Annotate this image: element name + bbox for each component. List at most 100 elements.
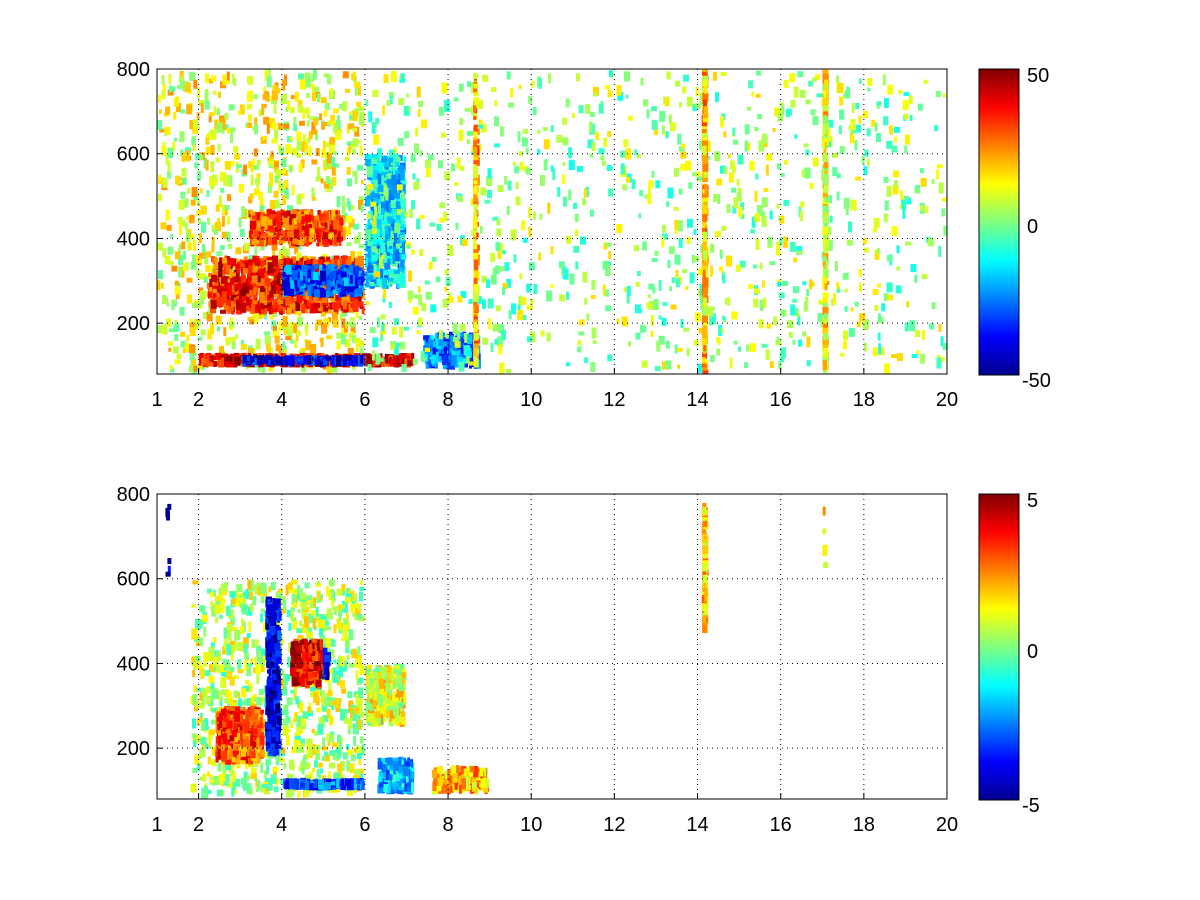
heatmap-cell — [269, 200, 276, 210]
heatmap-cell — [568, 160, 575, 171]
heatmap-cell — [236, 164, 243, 169]
heatmap-cell — [320, 284, 323, 291]
heatmap-cell — [235, 334, 239, 339]
heatmap-cell — [331, 312, 338, 322]
heatmap-cell — [355, 310, 359, 319]
heatmap-cell — [845, 204, 849, 216]
heatmap-cell — [290, 95, 295, 100]
heatmap-cell — [181, 267, 185, 278]
heatmap-cell — [840, 352, 845, 357]
heatmap-cell — [607, 90, 613, 98]
heatmap-cell — [309, 116, 316, 121]
heatmap-cell — [278, 253, 283, 260]
heatmap-cell — [307, 285, 314, 297]
heatmap-cell — [461, 239, 468, 246]
heatmap-cell — [276, 232, 281, 240]
heatmap-cell — [774, 107, 780, 117]
heatmap-cell — [779, 215, 785, 224]
heatmap-cell — [872, 347, 878, 357]
heatmap-cell — [367, 183, 374, 190]
heatmap-cell — [165, 154, 169, 165]
heatmap-cell — [783, 199, 790, 206]
heatmap-cell — [305, 340, 312, 351]
heatmap-cell — [398, 248, 404, 253]
heatmap-cell — [794, 308, 799, 317]
heatmap-cell — [744, 362, 749, 369]
heatmap-cell — [282, 246, 285, 254]
heatmap-cell — [248, 122, 252, 128]
heatmap-cell — [365, 100, 369, 107]
heatmap-cell — [261, 103, 267, 108]
heatmap-cell — [920, 177, 927, 187]
heatmap-cell — [165, 209, 170, 221]
heatmap-cell — [274, 302, 279, 312]
heatmap-cell — [365, 278, 369, 287]
heatmap-cell — [680, 151, 687, 159]
heatmap-cell — [601, 160, 606, 166]
heatmap-cell — [586, 313, 590, 321]
heatmap-cell — [384, 233, 389, 243]
heatmap-cell — [817, 313, 824, 322]
heatmap-cell — [444, 171, 451, 181]
heatmap-cell — [699, 140, 705, 150]
heatmap-cell — [229, 160, 235, 166]
heatmap-cell — [494, 116, 499, 127]
heatmap-cell — [208, 301, 213, 308]
heatmap-cell — [293, 323, 298, 334]
heatmap-cell — [275, 284, 279, 292]
heatmap-cell — [432, 347, 436, 355]
heatmap-cell — [938, 245, 942, 257]
heatmap-cell — [179, 131, 185, 143]
heatmap-cell — [234, 153, 241, 160]
heatmap-cell — [295, 284, 300, 292]
heatmap-cell — [330, 179, 334, 190]
heatmap-cell — [758, 140, 764, 152]
heatmap-cell — [431, 256, 437, 262]
heatmap-cell — [778, 360, 782, 369]
heatmap-cell — [215, 157, 220, 163]
heatmap-cell — [381, 220, 388, 225]
heatmap-cell — [701, 363, 707, 368]
heatmap-cell — [383, 288, 387, 299]
heatmap-cell — [167, 160, 171, 172]
heatmap-cell — [457, 330, 461, 340]
heatmap-cell — [702, 315, 708, 323]
heatmap-cell — [273, 356, 278, 361]
heatmap-cell — [874, 122, 878, 132]
heatmap-cell — [365, 223, 369, 228]
heatmap-cell — [458, 83, 464, 92]
heatmap-cell — [251, 239, 258, 245]
heatmap-cell — [444, 269, 449, 276]
heatmap-cell — [779, 102, 784, 107]
heatmap-cell — [449, 347, 454, 354]
heatmap-cell — [665, 131, 669, 139]
heatmap-cell — [223, 327, 227, 337]
heatmap-cell — [315, 148, 320, 157]
heatmap-cell — [839, 109, 845, 120]
heatmap-cell — [247, 75, 254, 85]
heatmap-cell — [296, 131, 302, 141]
heatmap-cell — [401, 211, 408, 217]
heatmap-cell — [211, 256, 215, 263]
heatmap-cell — [212, 288, 217, 293]
heatmap-cell — [568, 147, 573, 159]
heatmap-cell — [269, 227, 274, 233]
heatmap-cell — [703, 99, 707, 108]
heatmap-cell — [384, 212, 390, 218]
heatmap-cell — [253, 304, 258, 314]
heatmap-cell — [699, 292, 706, 300]
heatmap-cell — [239, 263, 245, 268]
heatmap-cell — [528, 95, 533, 104]
heatmap-cell — [272, 255, 278, 267]
heatmap-cell — [333, 225, 338, 236]
heatmap-cell — [938, 323, 942, 332]
heatmap-cell — [720, 72, 727, 77]
heatmap-cell — [204, 100, 210, 110]
heatmap-cell — [917, 103, 923, 111]
heatmap-cell — [331, 209, 336, 221]
heatmap-cell — [256, 159, 261, 166]
heatmap-cell — [617, 91, 624, 101]
heatmap-cell — [755, 93, 761, 98]
heatmap-cell — [832, 152, 838, 158]
heatmap-cell — [210, 183, 215, 190]
